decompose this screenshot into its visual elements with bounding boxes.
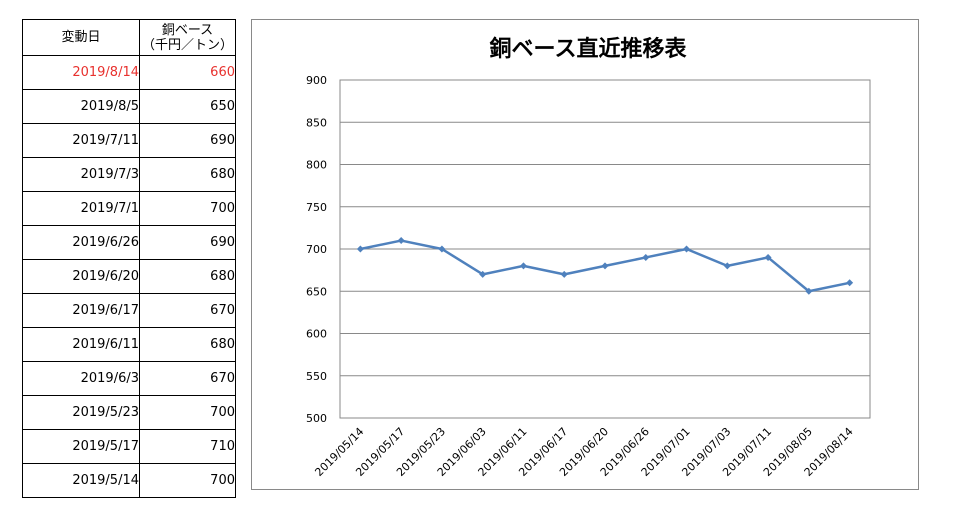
row-value: 680 [139, 259, 236, 294]
chart-area: 銅ベース直近推移表 500 550 600 650 700 750 800 850 900 20… [251, 19, 919, 490]
header-value: 銅ベース （千円／トン） [139, 19, 236, 56]
y-tick-label: 650 [306, 285, 327, 298]
row-value: 700 [139, 395, 236, 430]
chart-title: 銅ベース直近推移表 [490, 36, 688, 62]
table-row: 2019/5/14 700 [22, 463, 236, 498]
table-row: 2019/6/3 670 [22, 361, 236, 396]
row-date: 2019/6/17 [22, 293, 140, 328]
table-row: 2019/6/17 670 [22, 293, 236, 328]
table-row: 2019/6/20 680 [22, 259, 236, 294]
table-row: 2019/8/14 660 [22, 55, 236, 90]
y-tick-label: 600 [306, 328, 327, 341]
series-group [356, 237, 854, 295]
row-value: 710 [139, 429, 236, 464]
data-point [601, 262, 609, 270]
y-tick-label: 800 [306, 159, 327, 172]
table-row: 2019/7/1 700 [22, 191, 236, 226]
header-value-line1: 銅ベース [161, 22, 214, 38]
table-header-row: 変動日 銅ベース （千円／トン） [22, 19, 236, 56]
row-value: 700 [139, 191, 236, 226]
data-point [723, 262, 731, 270]
y-tick-label: 750 [306, 201, 327, 214]
row-date: 2019/8/14 [22, 55, 140, 90]
data-point [764, 253, 772, 261]
row-date: 2019/7/11 [22, 123, 140, 158]
y-tick-label: 550 [306, 370, 327, 383]
data-point [846, 279, 854, 287]
table-row: 2019/7/11 690 [22, 123, 236, 158]
row-date: 2019/6/3 [22, 361, 140, 396]
header-value-line2: （千円／トン） [141, 37, 233, 53]
table-row: 2019/5/17 710 [22, 429, 236, 464]
table-row: 2019/5/23 700 [22, 395, 236, 430]
data-point [356, 245, 364, 253]
y-axis: 500 550 600 650 700 750 800 850 900 [306, 74, 327, 425]
row-value: 650 [139, 89, 236, 124]
y-tick-label: 900 [306, 74, 327, 87]
table-row: 2019/6/11 680 [22, 327, 236, 362]
line-chart: 銅ベース直近推移表 500 550 600 650 700 750 800 850 900 20… [306, 36, 871, 479]
table-row: 2019/6/26 690 [22, 225, 236, 260]
row-date: 2019/6/11 [22, 327, 140, 362]
data-point [560, 270, 568, 278]
row-value: 700 [139, 463, 236, 498]
row-date: 2019/8/5 [22, 89, 140, 124]
table-row: 2019/7/3 680 [22, 157, 236, 192]
price-table: 変動日 銅ベース （千円／トン） 2019/8/14 660 2019/8/5 650… [22, 19, 236, 498]
table-body: 2019/8/14 660 2019/8/5 650 2019/7/11 690 2019/… [22, 55, 236, 498]
row-date: 2019/5/17 [22, 429, 140, 464]
row-value: 670 [139, 293, 236, 328]
row-value: 660 [139, 55, 236, 90]
x-axis: 2019/05/142019/05/172019/05/232019/06/03… [312, 425, 855, 479]
data-point [397, 237, 405, 245]
data-point [519, 262, 527, 270]
row-date: 2019/6/26 [22, 225, 140, 260]
row-value: 680 [139, 157, 236, 192]
table-row: 2019/8/5 650 [22, 89, 236, 124]
row-date: 2019/7/3 [22, 157, 140, 192]
data-point [805, 287, 813, 295]
row-value: 670 [139, 361, 236, 396]
data-point [642, 253, 650, 261]
y-tick-label: 700 [306, 243, 327, 256]
row-value: 690 [139, 225, 236, 260]
data-point [479, 270, 487, 278]
y-tick-label: 500 [306, 412, 327, 425]
row-value: 680 [139, 327, 236, 362]
data-point [438, 245, 446, 253]
row-date: 2019/5/23 [22, 395, 140, 430]
row-date: 2019/5/14 [22, 463, 140, 498]
y-tick-label: 850 [306, 116, 327, 129]
gridlines [339, 79, 871, 419]
header-date: 変動日 [22, 19, 140, 56]
row-date: 2019/7/1 [22, 191, 140, 226]
row-date: 2019/6/20 [22, 259, 140, 294]
row-value: 690 [139, 123, 236, 158]
data-point [683, 245, 691, 253]
